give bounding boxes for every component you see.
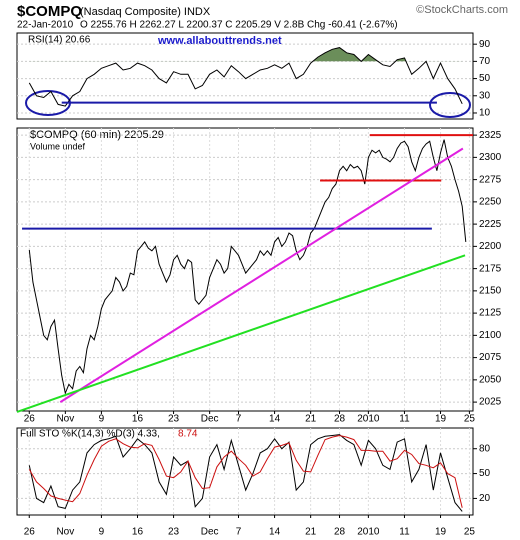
panel-frame: [16, 427, 474, 516]
series-line: [28, 434, 463, 512]
y-tick-label: 90: [479, 39, 491, 50]
y-tick-label: 2250: [479, 197, 502, 208]
date: 22-Jan-2010: [17, 20, 74, 31]
x-tick-label: Dec: [201, 414, 219, 425]
x-tick-label: Nov: [56, 527, 74, 538]
x-tick-label: 25: [464, 527, 476, 538]
x-tick-label: 23: [168, 527, 180, 538]
y-tick-label: 2175: [479, 263, 502, 274]
y-tick-label: 2050: [479, 374, 502, 385]
overbought-fill: [312, 47, 406, 62]
x-tick-label: 26: [24, 414, 36, 425]
x-tick-label: 26: [24, 527, 36, 538]
series-line: [28, 434, 463, 508]
y-tick-label: 50: [479, 73, 491, 84]
y-tick-label: 70: [479, 56, 491, 67]
x-tick-label: 7: [236, 414, 242, 425]
x-tick-label: 2010: [357, 527, 380, 538]
y-tick-label: 2300: [479, 152, 502, 163]
x-tick-label: 21: [305, 414, 317, 425]
x-tick-label: 11: [399, 527, 410, 538]
sto-title: Full STO %K(14,3) %D(3) 4.33,: [20, 429, 160, 440]
y-tick-label: 2200: [479, 241, 502, 252]
highlight-ellipse: [429, 92, 471, 118]
y-tick-label: 2275: [479, 174, 502, 185]
ohlc: O 2255.76 H 2262.27 L 2200.37 C 2205.29 …: [80, 20, 398, 31]
y-tick-label: 2075: [479, 352, 502, 363]
sto-title-d: 8.74: [178, 429, 198, 440]
y-tick-label: 30: [479, 90, 491, 101]
copyright: ©StockCharts.com: [416, 4, 508, 16]
panel-frame: [16, 32, 474, 120]
x-tick-label: Dec: [201, 527, 219, 538]
x-tick-label: 16: [132, 414, 144, 425]
y-tick-label: 80: [479, 443, 491, 454]
x-tick-label: 14: [269, 414, 281, 425]
x-tick-label: 9: [99, 527, 105, 538]
x-tick-label: 25: [464, 414, 476, 425]
x-tick-label: 19: [435, 414, 447, 425]
y-tick-label: 50: [479, 468, 491, 479]
x-tick-label: 21: [305, 527, 317, 538]
symbol: $COMPQ: [17, 3, 82, 20]
y-tick-label: 2025: [479, 397, 502, 408]
y-tick-label: 10: [479, 108, 491, 119]
price-title: $COMPQ (60 min) 2205.29: [30, 129, 164, 141]
y-tick-label: 2225: [479, 219, 502, 230]
x-tick-label: 23: [168, 414, 180, 425]
x-tick-label: 16: [132, 527, 144, 538]
x-tick-label: 19: [435, 527, 447, 538]
y-tick-label: 2125: [479, 308, 502, 319]
panel-frame: [16, 127, 474, 412]
x-tick-label: 11: [399, 414, 410, 425]
y-tick-label: 20: [479, 493, 491, 504]
y-tick-label: 2325: [479, 130, 502, 141]
y-tick-label: 2150: [479, 285, 502, 296]
x-tick-label: 28: [334, 414, 346, 425]
price-subtitle: Volume undef: [30, 141, 86, 151]
series-line: [28, 47, 463, 107]
y-tick-label: 2100: [479, 330, 502, 341]
x-tick-label: Nov: [56, 414, 74, 425]
x-tick-label: 2010: [357, 414, 380, 425]
series-line: [28, 139, 467, 395]
x-tick-label: 7: [236, 527, 242, 538]
site-url: www.allabouttrends.net: [157, 35, 282, 47]
annotation-line: [59, 147, 464, 403]
x-tick-label: 9: [99, 414, 105, 425]
x-tick-label: 14: [269, 527, 281, 538]
x-tick-label: 28: [334, 527, 346, 538]
symbol-name: (Nasdaq Composite) INDX: [80, 6, 211, 18]
annotation-line: [16, 254, 466, 413]
rsi-title: RSI(14) 20.66: [28, 35, 91, 46]
